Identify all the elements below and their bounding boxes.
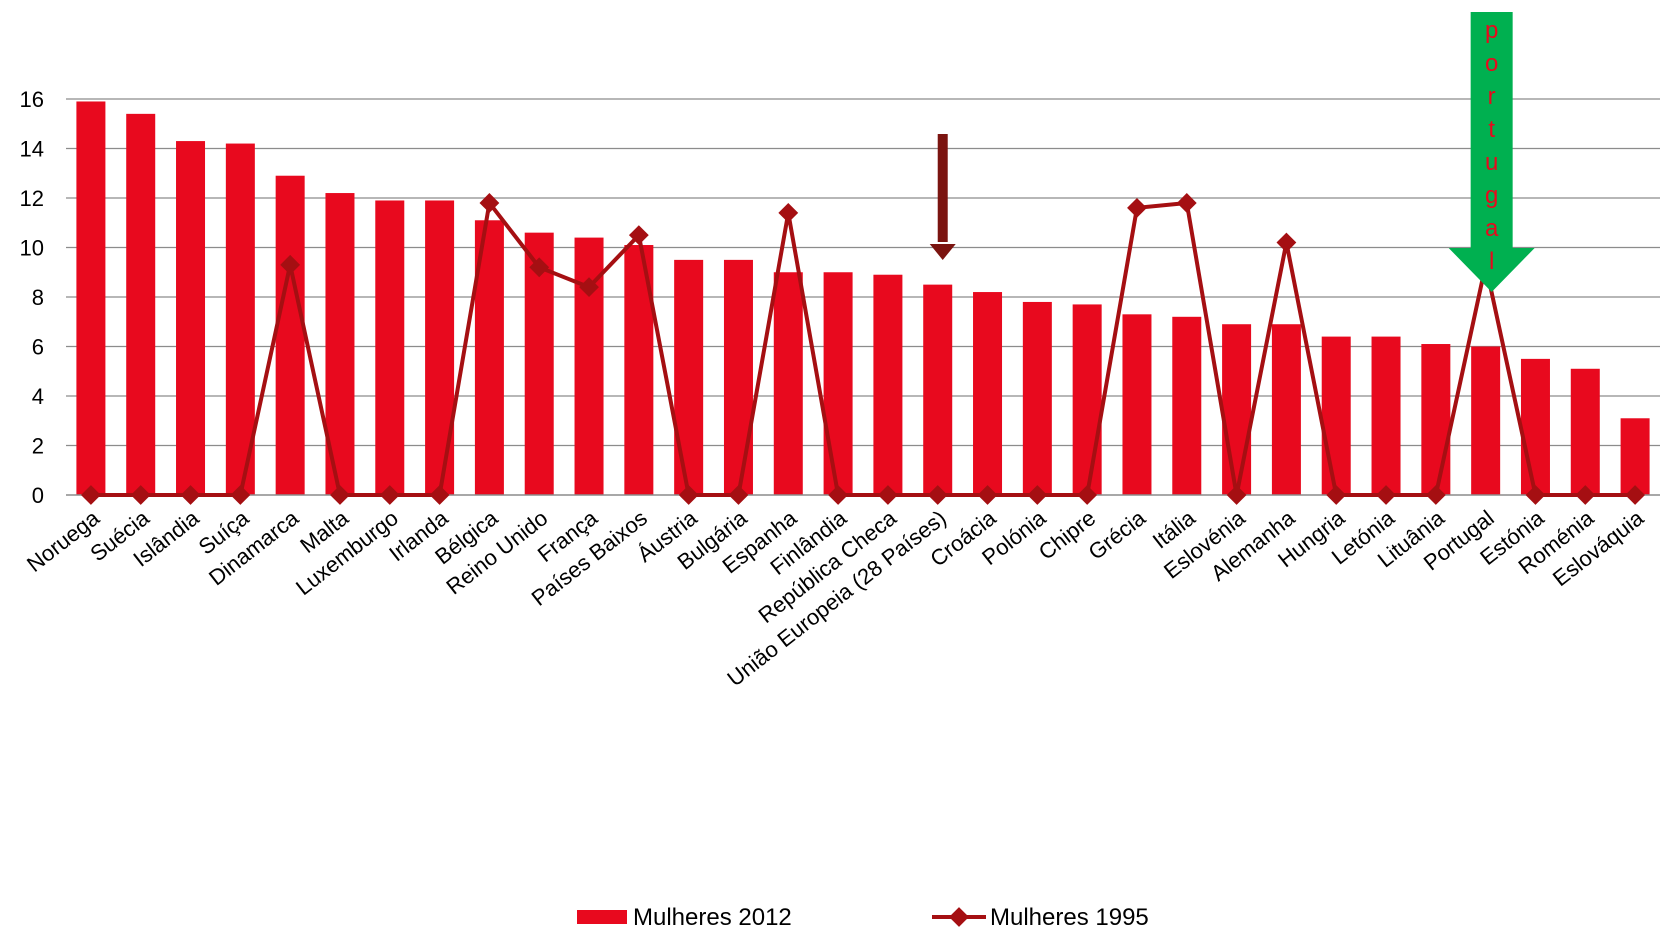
y-tick-label: 2: [32, 434, 44, 459]
bar: [1421, 344, 1451, 495]
x-tick-label: Chipre: [1034, 505, 1100, 565]
line-marker: [878, 485, 898, 505]
bar: [275, 175, 305, 495]
legend-swatch-bar: [577, 910, 627, 924]
line-marker: [379, 485, 400, 505]
line-marker: [330, 485, 350, 505]
line-marker: [1276, 232, 1297, 253]
line-marker: [81, 485, 101, 505]
bar: [873, 274, 903, 495]
legend-swatch-marker: [949, 907, 969, 927]
eu-arrow-shaft: [937, 134, 948, 242]
bar: [1371, 336, 1401, 495]
bar-series: [76, 101, 1650, 496]
portugal-arrow-letter: p: [1485, 17, 1498, 44]
bar: [375, 200, 405, 495]
line-marker: [529, 257, 550, 278]
x-tick-label: Grécia: [1084, 505, 1151, 565]
legend-label-bar: Mulheres 2012: [633, 904, 792, 929]
line-marker: [778, 202, 799, 223]
line-marker: [1425, 485, 1446, 505]
bar: [1122, 314, 1152, 495]
line-marker: [579, 277, 599, 297]
line-marker: [230, 485, 251, 505]
line-marker: [479, 193, 500, 213]
y-tick-label: 6: [32, 335, 44, 360]
bar: [1172, 316, 1202, 495]
portugal-arrow-letter: o: [1485, 50, 1498, 77]
bar: [76, 101, 106, 495]
portugal-arrow-letter: a: [1485, 215, 1499, 242]
line-marker: [130, 485, 151, 505]
y-axis-ticks: 0 2 4 6 8 10 12 14 16: [20, 87, 44, 508]
bar: [1072, 304, 1102, 495]
bar: [1471, 346, 1501, 495]
line-marker: [1226, 485, 1247, 505]
y-tick-label: 12: [20, 186, 44, 211]
portugal-arrow-letter: g: [1485, 182, 1498, 209]
line-marker: [1176, 193, 1197, 213]
line-marker: [1027, 485, 1048, 505]
bar: [1022, 301, 1052, 495]
y-tick-label: 10: [20, 236, 44, 261]
bar: [823, 272, 853, 495]
line-marker: [678, 485, 699, 505]
line-marker: [927, 485, 948, 505]
bar: [425, 200, 455, 495]
portugal-arrow-head: [1448, 248, 1535, 292]
line-marker: [1127, 198, 1147, 218]
portugal-arrow-letter: l: [1489, 248, 1494, 275]
portugal-arrow-letter: u: [1485, 149, 1498, 176]
bar: [674, 259, 704, 495]
y-tick-label: 8: [32, 285, 44, 310]
bar: [225, 143, 255, 496]
y-tick-label: 4: [32, 384, 44, 409]
line-marker: [429, 485, 450, 505]
line-path: [90, 200, 1636, 497]
line-series: [81, 193, 1645, 505]
line-marker: [180, 485, 201, 505]
eu-arrow-head: [929, 244, 956, 260]
portugal-arrow-letter: r: [1488, 83, 1496, 110]
portugal-arrow-shaft: [1470, 12, 1513, 248]
line-marker: [828, 485, 848, 505]
bar: [126, 113, 156, 495]
line-marker: [1525, 485, 1546, 505]
bar: [1620, 418, 1650, 495]
line-marker: [1575, 485, 1596, 505]
line-marker: [1625, 485, 1645, 505]
legend-label-line: Mulheres 1995: [990, 904, 1149, 929]
bar: [1570, 368, 1600, 495]
gridlines: [66, 98, 1660, 447]
bar: [1321, 336, 1351, 495]
portugal-arrow-letter: t: [1488, 116, 1495, 143]
bar: [1271, 324, 1301, 495]
y-tick-label: 16: [20, 87, 44, 112]
bar: [1222, 324, 1252, 495]
line-marker: [728, 485, 749, 505]
line-marker: [1326, 485, 1347, 505]
y-tick-label: 0: [32, 483, 44, 508]
bar: [723, 259, 753, 495]
y-tick-label: 14: [20, 137, 44, 162]
x-axis-ticks: NoruegaSuéciaIslândiaSuíçaDinamarcaMalta…: [22, 505, 1649, 692]
line-marker: [977, 485, 998, 505]
bar: [773, 272, 803, 495]
line-marker: [280, 254, 301, 275]
bar: [923, 284, 953, 495]
bar: [973, 292, 1003, 495]
line-marker: [1077, 485, 1098, 505]
line-marker: [1376, 485, 1396, 505]
legend: Mulheres 2012 Mulheres 1995: [577, 904, 1149, 929]
bar: [176, 141, 206, 495]
bar: [1520, 358, 1550, 495]
